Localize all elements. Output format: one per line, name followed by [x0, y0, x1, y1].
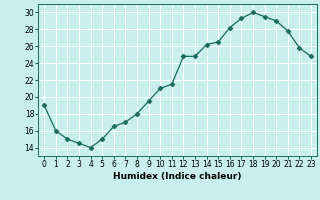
X-axis label: Humidex (Indice chaleur): Humidex (Indice chaleur): [113, 172, 242, 181]
